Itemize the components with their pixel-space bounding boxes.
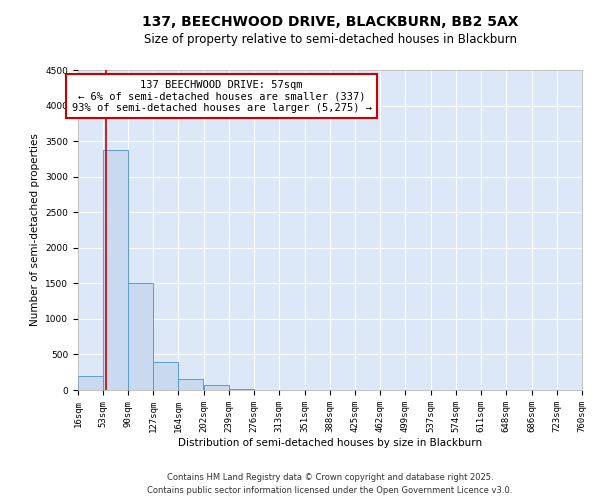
- Bar: [78, 376, 103, 390]
- Text: Contains HM Land Registry data © Crown copyright and database right 2025.
Contai: Contains HM Land Registry data © Crown c…: [148, 473, 512, 495]
- Bar: [128, 284, 153, 390]
- Y-axis label: Number of semi-detached properties: Number of semi-detached properties: [30, 134, 40, 326]
- X-axis label: Distribution of semi-detached houses by size in Blackburn: Distribution of semi-detached houses by …: [178, 438, 482, 448]
- Bar: [103, 150, 128, 390]
- Text: 137 BEECHWOOD DRIVE: 57sqm
← 6% of semi-detached houses are smaller (337)
93% of: 137 BEECHWOOD DRIVE: 57sqm ← 6% of semi-…: [71, 80, 371, 113]
- Text: 137, BEECHWOOD DRIVE, BLACKBURN, BB2 5AX: 137, BEECHWOOD DRIVE, BLACKBURN, BB2 5AX: [142, 15, 518, 29]
- Bar: [178, 379, 203, 390]
- Text: Size of property relative to semi-detached houses in Blackburn: Size of property relative to semi-detach…: [143, 32, 517, 46]
- Bar: [204, 385, 229, 390]
- Bar: [154, 362, 178, 390]
